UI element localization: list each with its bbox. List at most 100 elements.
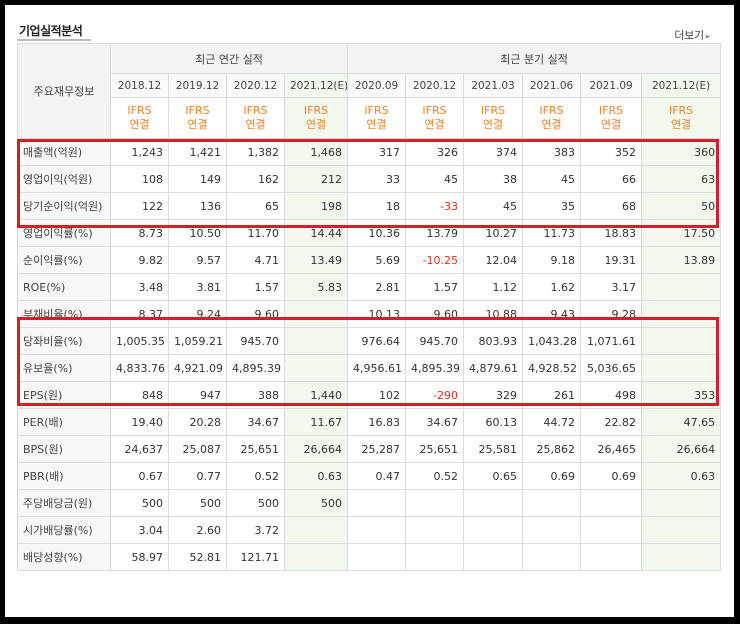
table-row: 당좌비율(%) 1,005.35 1,059.21 945.70 976.64 945.7… [17, 327, 722, 355]
period-header: 2019.12 [168, 73, 227, 98]
value-cell: 9.82 [110, 246, 169, 274]
value-cell: 976.64 [347, 327, 407, 355]
value-cell: 11.70 [226, 219, 285, 247]
value-cell: 0.47 [347, 462, 407, 490]
value-cell: 16.83 [347, 408, 407, 436]
ifrs-standard: IFRS [243, 104, 268, 117]
value-cell: 162 [226, 165, 285, 193]
period-header: 2020.09 [347, 73, 407, 98]
value-cell: 0.52 [226, 462, 285, 490]
ifrs-label: IFRS 연결 [580, 97, 643, 139]
value-cell: 45 [463, 192, 524, 220]
table-row: 유보율(%) 4,833.76 4,921.09 4,895.39 4,956.61 4,… [17, 354, 722, 382]
value-cell: 18.83 [580, 219, 643, 247]
value-cell: 352 [580, 138, 643, 166]
value-cell: 945.70 [226, 327, 285, 355]
value-cell [641, 516, 722, 544]
ifrs-standard: IFRS [539, 104, 564, 117]
quarterly-group-header: 최근 분기 실적 [347, 43, 722, 74]
value-cell: 12.04 [463, 246, 524, 274]
value-cell: 10.36 [347, 219, 407, 247]
value-cell [641, 300, 722, 328]
value-cell: 4,928.52 [522, 354, 582, 382]
row-label: BPS(원) [17, 435, 111, 463]
value-cell: 2.60 [168, 516, 227, 544]
value-cell: 353 [641, 381, 722, 409]
value-cell: 25,651 [226, 435, 285, 463]
value-cell: 44.72 [522, 408, 582, 436]
value-cell [283, 354, 349, 382]
value-cell: 2.81 [347, 273, 407, 301]
more-label[interactable]: 더보기 [674, 29, 704, 42]
value-cell: 1,059.21 [168, 327, 227, 355]
value-cell [283, 300, 349, 328]
value-cell: 198 [283, 192, 349, 220]
value-cell [405, 543, 465, 571]
value-cell: 4,921.09 [168, 354, 227, 382]
value-cell: 3.04 [110, 516, 169, 544]
value-cell: 1,243 [110, 138, 169, 166]
row-label: PER(배) [17, 408, 111, 436]
value-cell: 0.63 [641, 462, 722, 490]
value-cell: 136 [168, 192, 227, 220]
value-cell: -33 [405, 192, 465, 220]
ifrs-standard: IFRS [668, 104, 694, 117]
chevron-right-icon[interactable]: ▸ [705, 32, 711, 42]
value-cell [522, 543, 582, 571]
value-cell: 500 [226, 489, 285, 517]
table-row: PER(배) 19.40 20.28 34.67 11.67 16.83 34.67 60.1… [17, 408, 722, 436]
value-cell [405, 516, 465, 544]
value-cell: 4.71 [226, 246, 285, 274]
value-cell: 9.60 [226, 300, 285, 328]
value-cell: 329 [463, 381, 524, 409]
value-cell: 3.48 [110, 273, 169, 301]
value-cell: 498 [580, 381, 643, 409]
row-label: PBR(배) [17, 462, 111, 490]
value-cell [580, 516, 643, 544]
value-cell: 25,862 [522, 435, 582, 463]
value-cell: 3.72 [226, 516, 285, 544]
value-cell [463, 516, 524, 544]
row-label: 부채비율(%) [17, 300, 111, 328]
table-row: 매출액(억원) 1,243 1,421 1,382 1,468 317 326 374 383 3… [17, 138, 722, 166]
value-cell: 1,440 [283, 381, 349, 409]
value-cell: 1,071.61 [580, 327, 643, 355]
period-header: 2021.12(E) [641, 73, 722, 98]
ifrs-label: IFRS 연결 [110, 97, 169, 139]
value-cell: 4,895.39 [405, 354, 465, 382]
ifrs-consolidated: 연결 [670, 118, 692, 131]
value-cell: 11.73 [522, 219, 582, 247]
table-row: 영업이익률(%) 8.73 10.50 11.70 14.44 10.36 13.79 10.… [17, 219, 722, 247]
value-cell: 3.17 [580, 273, 643, 301]
value-cell: 8.73 [110, 219, 169, 247]
value-cell: 34.67 [226, 408, 285, 436]
row-label: 당좌비율(%) [17, 327, 111, 355]
value-cell: 10.88 [463, 300, 524, 328]
section-title: 기업실적분석 [19, 24, 83, 38]
value-cell: 33 [347, 165, 407, 193]
value-cell: 10.50 [168, 219, 227, 247]
value-cell: 4,833.76 [110, 354, 169, 382]
value-cell [347, 489, 407, 517]
value-cell: 1.57 [226, 273, 285, 301]
row-label: EPS(원) [17, 381, 111, 409]
value-cell: 14.44 [283, 219, 349, 247]
value-cell: 9.60 [405, 300, 465, 328]
value-cell: -10.25 [405, 246, 465, 274]
value-cell: 13.79 [405, 219, 465, 247]
ifrs-consolidated: 연결 [541, 118, 562, 131]
value-cell: 1.12 [463, 273, 524, 301]
ifrs-consolidated: 연결 [366, 118, 387, 131]
value-cell: 0.77 [168, 462, 227, 490]
value-cell: 10.13 [347, 300, 407, 328]
ifrs-consolidated: 연결 [305, 118, 327, 131]
value-cell: 66 [580, 165, 643, 193]
table-row: BPS(원) 24,637 25,087 25,651 26,664 25,287 25,6… [17, 435, 722, 463]
row-label: 주당배당금(원) [17, 489, 111, 517]
more-link[interactable]: 더보기 ▸ [674, 27, 710, 43]
value-cell: 26,465 [580, 435, 643, 463]
value-cell: 63 [641, 165, 722, 193]
value-cell: 5.83 [283, 273, 349, 301]
value-cell: 803.93 [463, 327, 524, 355]
table-row: ROE(%) 3.48 3.81 1.57 5.83 2.81 1.57 1.12 1.62 3.… [17, 273, 722, 301]
